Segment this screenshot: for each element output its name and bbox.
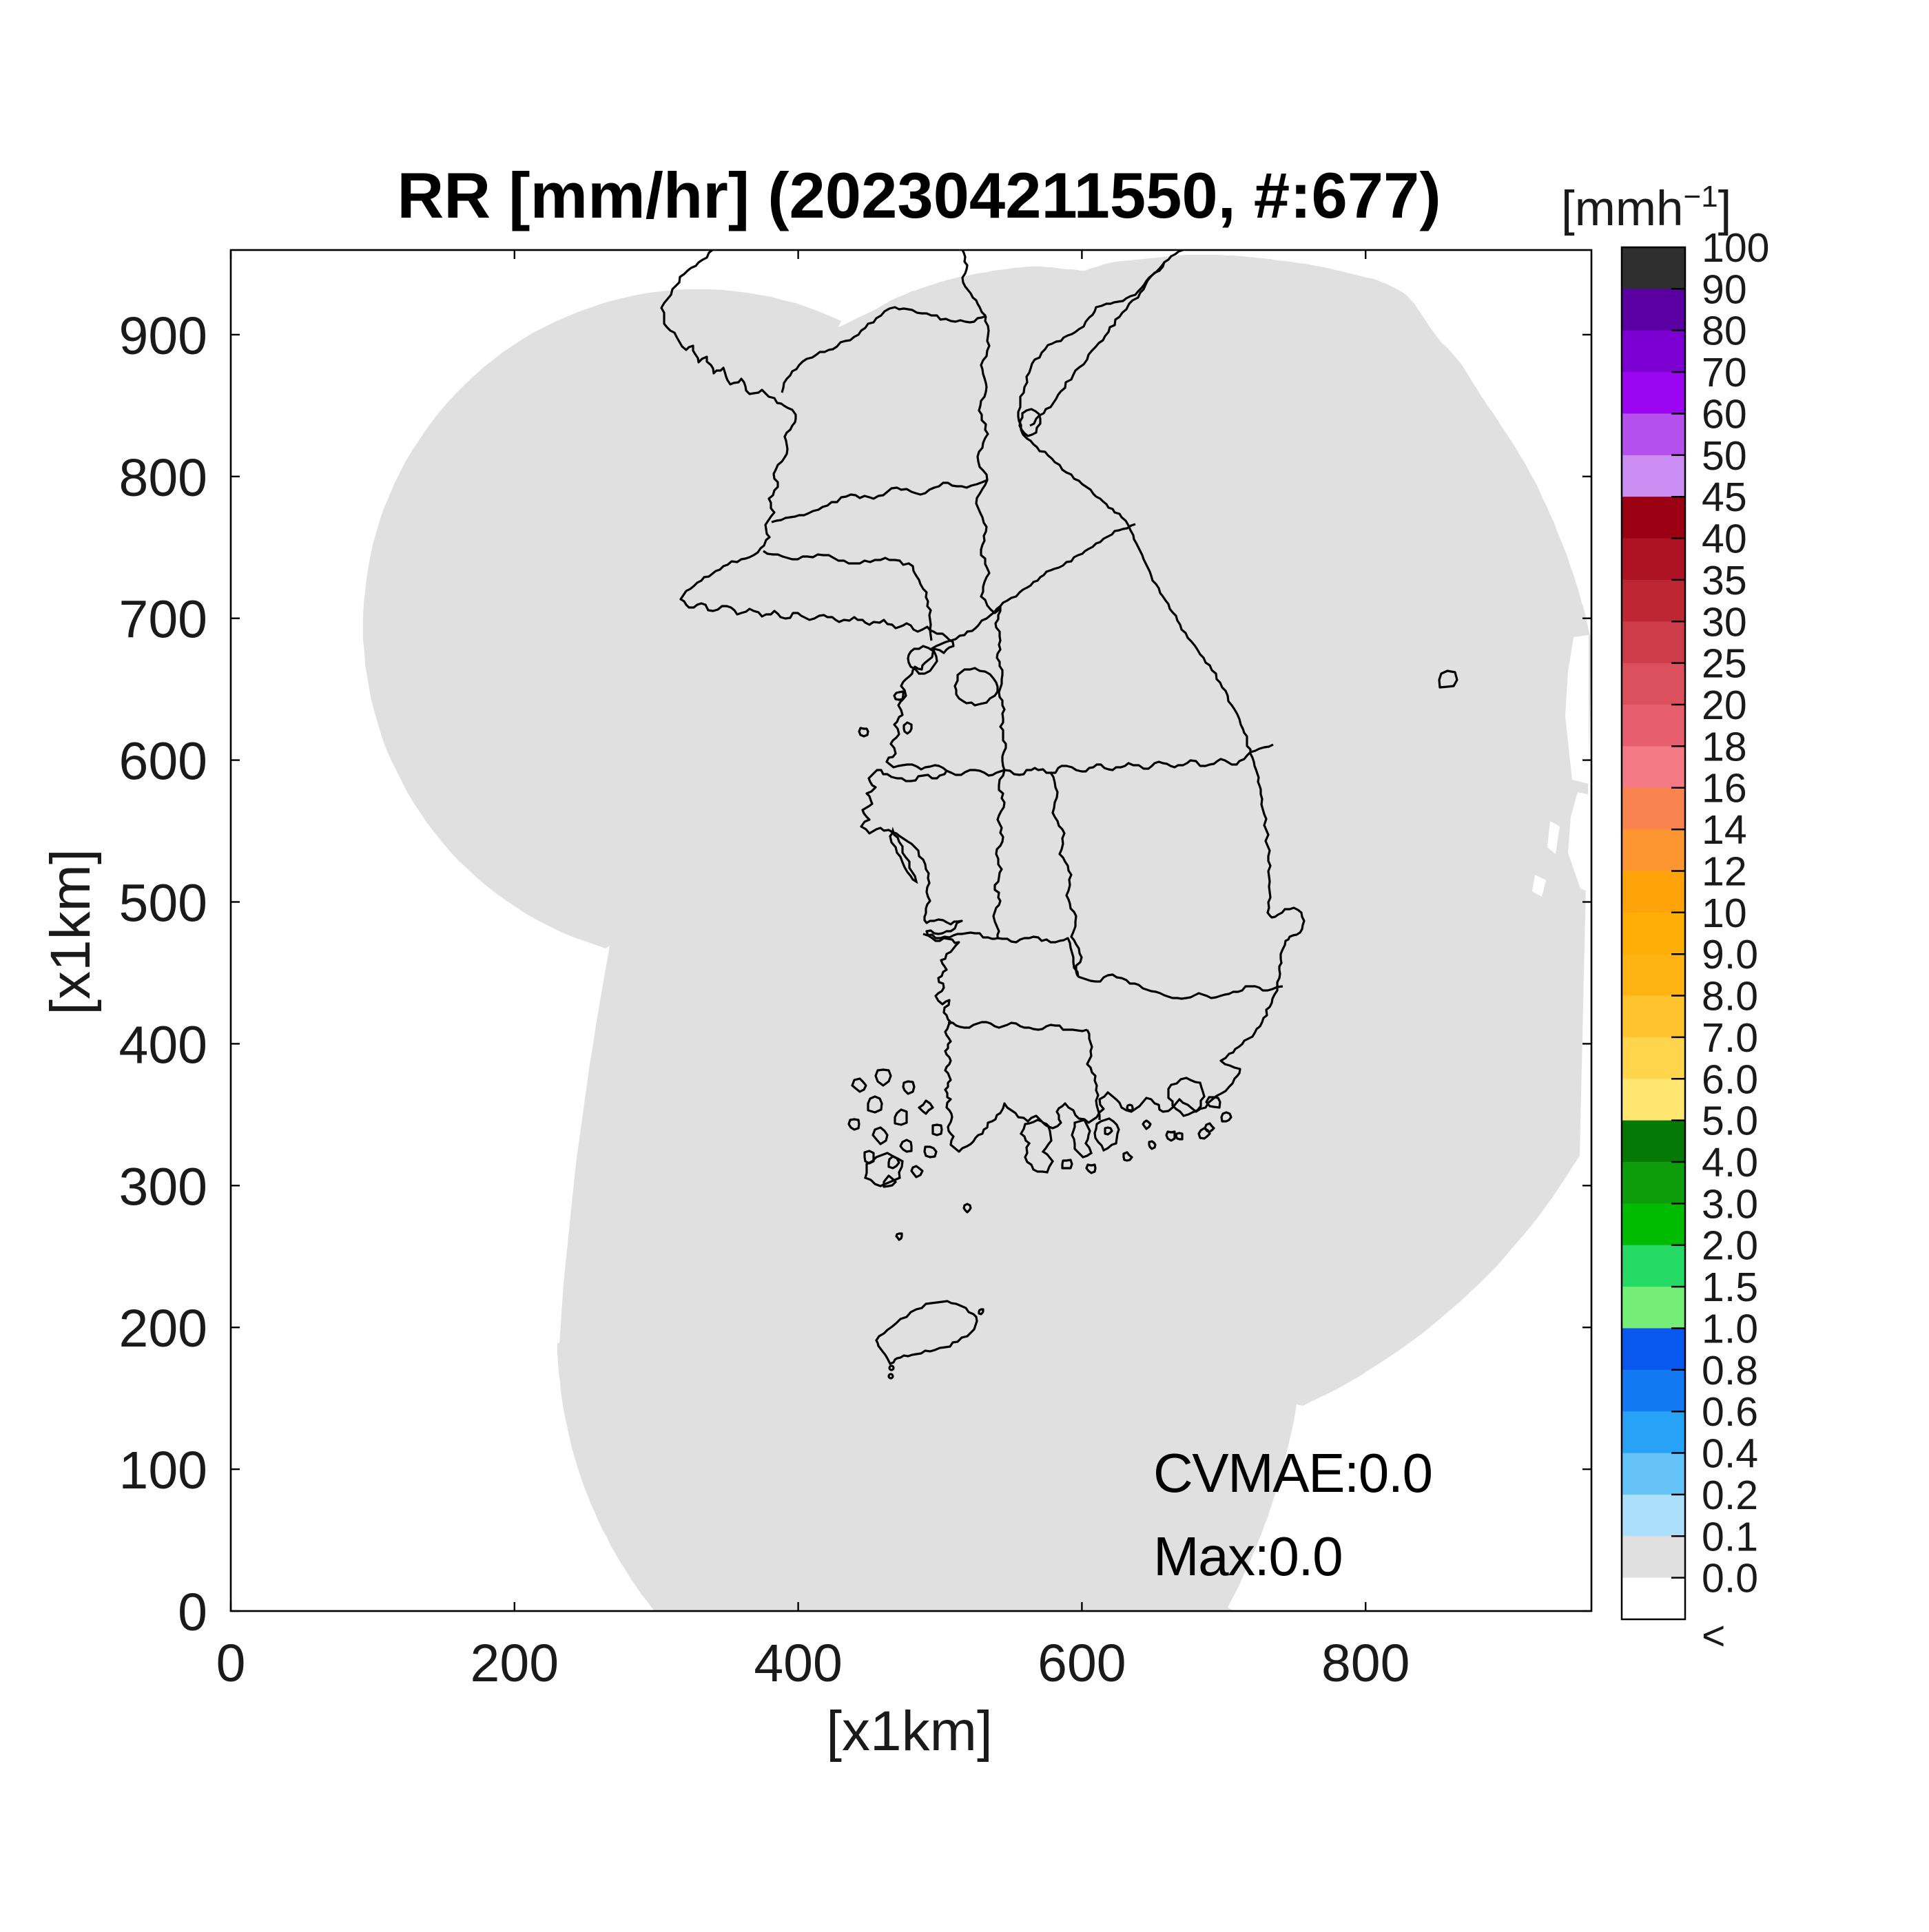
svg-text:16: 16 xyxy=(1702,766,1747,811)
svg-text:0.8: 0.8 xyxy=(1702,1348,1758,1393)
svg-text:10: 10 xyxy=(1702,891,1747,936)
svg-text:30: 30 xyxy=(1702,599,1747,645)
svg-text:35: 35 xyxy=(1702,558,1747,603)
svg-text:2.0: 2.0 xyxy=(1702,1223,1758,1269)
svg-text:600: 600 xyxy=(119,732,207,791)
svg-text:1.0: 1.0 xyxy=(1702,1307,1758,1352)
svg-text:600: 600 xyxy=(1038,1634,1126,1693)
svg-text:Max:0.0: Max:0.0 xyxy=(1153,1526,1342,1587)
svg-text:18: 18 xyxy=(1702,724,1747,769)
svg-text:0: 0 xyxy=(216,1634,246,1693)
svg-text:20: 20 xyxy=(1702,683,1747,728)
svg-text:500: 500 xyxy=(119,874,207,933)
svg-text:60: 60 xyxy=(1702,392,1747,437)
svg-text:CVMAE:0.0: CVMAE:0.0 xyxy=(1153,1442,1432,1504)
svg-text:200: 200 xyxy=(119,1299,207,1358)
svg-text:0.2: 0.2 xyxy=(1702,1473,1758,1518)
svg-text:300: 300 xyxy=(119,1157,207,1216)
svg-text:80: 80 xyxy=(1702,309,1747,354)
svg-text:800: 800 xyxy=(119,448,207,508)
svg-text:0.4: 0.4 xyxy=(1702,1431,1758,1477)
svg-text:50: 50 xyxy=(1702,433,1747,479)
svg-text:7.0: 7.0 xyxy=(1702,1015,1758,1061)
svg-text:90: 90 xyxy=(1702,267,1747,312)
svg-text:1.5: 1.5 xyxy=(1702,1265,1758,1310)
svg-text:[x1km]: [x1km] xyxy=(826,1700,992,1763)
svg-text:3.0: 3.0 xyxy=(1702,1181,1758,1227)
svg-text:12: 12 xyxy=(1702,849,1747,895)
svg-text:200: 200 xyxy=(471,1634,559,1693)
svg-text:700: 700 xyxy=(119,590,207,650)
svg-text:100: 100 xyxy=(1702,225,1769,271)
svg-text:0.6: 0.6 xyxy=(1702,1389,1758,1435)
svg-text:40: 40 xyxy=(1702,517,1747,562)
svg-text:0.1: 0.1 xyxy=(1702,1514,1758,1559)
svg-text:RR [mm/hr] (202304211550, #:67: RR [mm/hr] (202304211550, #:677) xyxy=(397,159,1441,231)
svg-text:14: 14 xyxy=(1702,807,1747,853)
svg-text:0.0: 0.0 xyxy=(1702,1556,1758,1601)
svg-text:70: 70 xyxy=(1702,350,1747,395)
svg-text:45: 45 xyxy=(1702,475,1747,520)
svg-text:<: < xyxy=(1702,1613,1725,1659)
svg-text:25: 25 xyxy=(1702,641,1747,687)
svg-text:400: 400 xyxy=(119,1015,207,1074)
svg-text:100: 100 xyxy=(119,1441,207,1500)
svg-text:900: 900 xyxy=(119,307,207,366)
svg-text:800: 800 xyxy=(1321,1634,1410,1693)
svg-text:4.0: 4.0 xyxy=(1702,1140,1758,1185)
svg-text:5.0: 5.0 xyxy=(1702,1099,1758,1144)
svg-text:8.0: 8.0 xyxy=(1702,974,1758,1019)
svg-text:[x1km]: [x1km] xyxy=(39,849,102,1015)
svg-text:9.0: 9.0 xyxy=(1702,932,1758,977)
svg-text:0: 0 xyxy=(178,1583,207,1642)
svg-text:400: 400 xyxy=(754,1634,842,1693)
svg-text:6.0: 6.0 xyxy=(1702,1057,1758,1102)
